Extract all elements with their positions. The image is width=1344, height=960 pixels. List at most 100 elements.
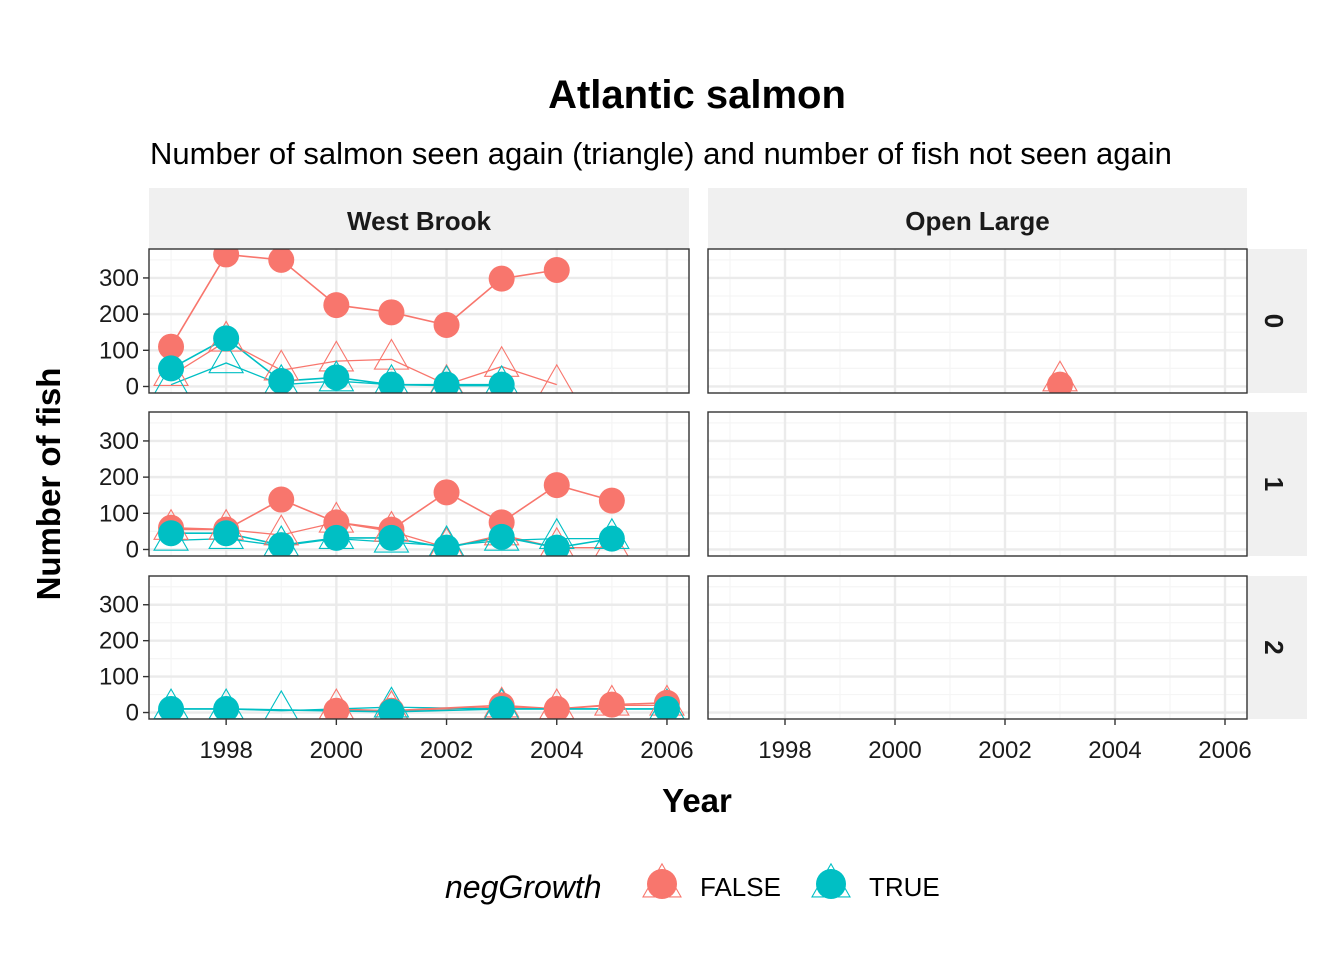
- panel-border: [148, 575, 690, 720]
- data-point-circle: [543, 695, 570, 719]
- data-point-circle: [323, 292, 350, 319]
- panel-background: [149, 249, 689, 393]
- data-point-circle: [543, 472, 570, 499]
- legend-label: FALSE: [700, 872, 781, 902]
- panel-r0-c1: [707, 248, 1248, 394]
- x-tick-label: 1998: [199, 737, 252, 764]
- data-point-circle: [488, 695, 515, 719]
- legend-key-triangle: [642, 862, 682, 898]
- facet-strip-label: Open Large: [905, 206, 1049, 236]
- facet-strip-label: 1: [1259, 477, 1289, 491]
- data-point-triangle: [154, 363, 188, 393]
- legend-item-false: FALSE: [642, 862, 781, 902]
- data-point-circle: [158, 695, 185, 719]
- data-point-circle: [543, 534, 570, 556]
- data-point-circle: [213, 249, 240, 268]
- data-point-triangle: [373, 338, 410, 370]
- panel-data: [1042, 360, 1078, 393]
- data-point-circle: [268, 486, 295, 513]
- chart-title: Atlantic salmon: [548, 73, 846, 117]
- panel-border: [707, 411, 1248, 557]
- panel-background: [708, 249, 1247, 393]
- data-point-circle: [213, 325, 240, 352]
- legend-label: TRUE: [869, 872, 940, 902]
- x-tick-label: 2002: [978, 737, 1031, 764]
- x-tick-label: 2006: [640, 737, 693, 764]
- legend-key-circle: [816, 869, 846, 899]
- data-point-circle: [158, 333, 185, 360]
- x-tick-label: 2006: [1198, 737, 1251, 764]
- x-tick-label: 2004: [530, 737, 583, 764]
- data-point-circle: [433, 311, 460, 338]
- facet-strip-col: [149, 188, 689, 249]
- legend-key-triangle: [811, 862, 851, 898]
- data-point-circle: [433, 534, 460, 556]
- data-point-circle: [323, 697, 350, 719]
- data-point-circle: [378, 524, 405, 551]
- axes: 0 100 200 300 0 100 200 300 0 100 200 300 1998 2000 20…: [99, 265, 1252, 764]
- y-tick-label: 0: [126, 536, 139, 563]
- data-point-circle: [488, 523, 515, 550]
- facet-strip-label: 2: [1259, 640, 1289, 654]
- x-axis-title: Year: [662, 782, 732, 819]
- facet-strip-label: West Brook: [347, 206, 492, 236]
- facet-strip-row: [1247, 412, 1307, 556]
- y-tick-label: 300: [99, 428, 139, 455]
- data-point-circle: [543, 256, 570, 283]
- data-point-circle: [323, 364, 350, 391]
- x-tick-label: 1998: [758, 737, 811, 764]
- panel-r2-c1: [707, 575, 1248, 720]
- panel-border: [707, 248, 1248, 394]
- panel-background: [708, 576, 1247, 719]
- data-point-circle: [433, 479, 460, 506]
- data-point-circle: [323, 524, 350, 551]
- data-point-circle: [378, 299, 405, 326]
- y-tick-label: 200: [99, 628, 139, 655]
- data-point-circle: [268, 249, 295, 273]
- x-tick-label: 2004: [1088, 737, 1141, 764]
- data-point-circle: [433, 371, 460, 393]
- panel-data: [153, 472, 630, 556]
- facet-strip-label: 0: [1259, 314, 1289, 328]
- x-tick-label: 2002: [420, 737, 473, 764]
- data-point-circle: [378, 698, 405, 719]
- data-point-circle: [268, 532, 295, 556]
- panel-r1-c1: [707, 411, 1248, 557]
- y-tick-label: 200: [99, 464, 139, 491]
- data-point-circle: [213, 695, 240, 719]
- panel-r1-c0: [148, 411, 690, 557]
- panel-data: [153, 249, 574, 393]
- data-point-triangle: [539, 363, 574, 393]
- data-point-circle: [1047, 371, 1073, 393]
- panel-background: [708, 412, 1247, 556]
- legend-key-circle: [647, 869, 677, 899]
- data-point-circle: [598, 525, 625, 552]
- data-point-circle: [213, 520, 240, 547]
- y-tick-label: 300: [99, 265, 139, 292]
- panel-border: [707, 575, 1248, 720]
- facet-panels: West Brook Open Large 0 1 2: [148, 188, 1307, 720]
- data-point-circle: [488, 371, 515, 393]
- chart-subtitle: Number of salmon seen again (triangle) a…: [150, 136, 1172, 171]
- y-tick-label: 0: [126, 373, 139, 400]
- facet-strip-col: [708, 188, 1247, 249]
- y-tick-label: 200: [99, 301, 139, 328]
- panel-data: [153, 684, 685, 719]
- facet-strip-row: [1247, 576, 1307, 719]
- legend: negGrowth FALSE TRUE: [445, 862, 940, 905]
- panel-r0-c0: [148, 248, 690, 394]
- facet-strip-row: [1247, 249, 1307, 393]
- data-point-circle: [378, 371, 405, 393]
- panel-border: [148, 248, 690, 394]
- data-point-circle: [598, 691, 625, 718]
- y-tick-label: 100: [99, 337, 139, 364]
- y-tick-label: 100: [99, 664, 139, 691]
- y-tick-label: 300: [99, 592, 139, 619]
- data-point-circle: [268, 368, 295, 393]
- data-point-circle: [158, 355, 185, 382]
- data-point-triangle: [208, 342, 245, 374]
- legend-title: negGrowth: [445, 869, 602, 905]
- data-point-circle: [158, 520, 185, 547]
- panel-border: [148, 411, 690, 557]
